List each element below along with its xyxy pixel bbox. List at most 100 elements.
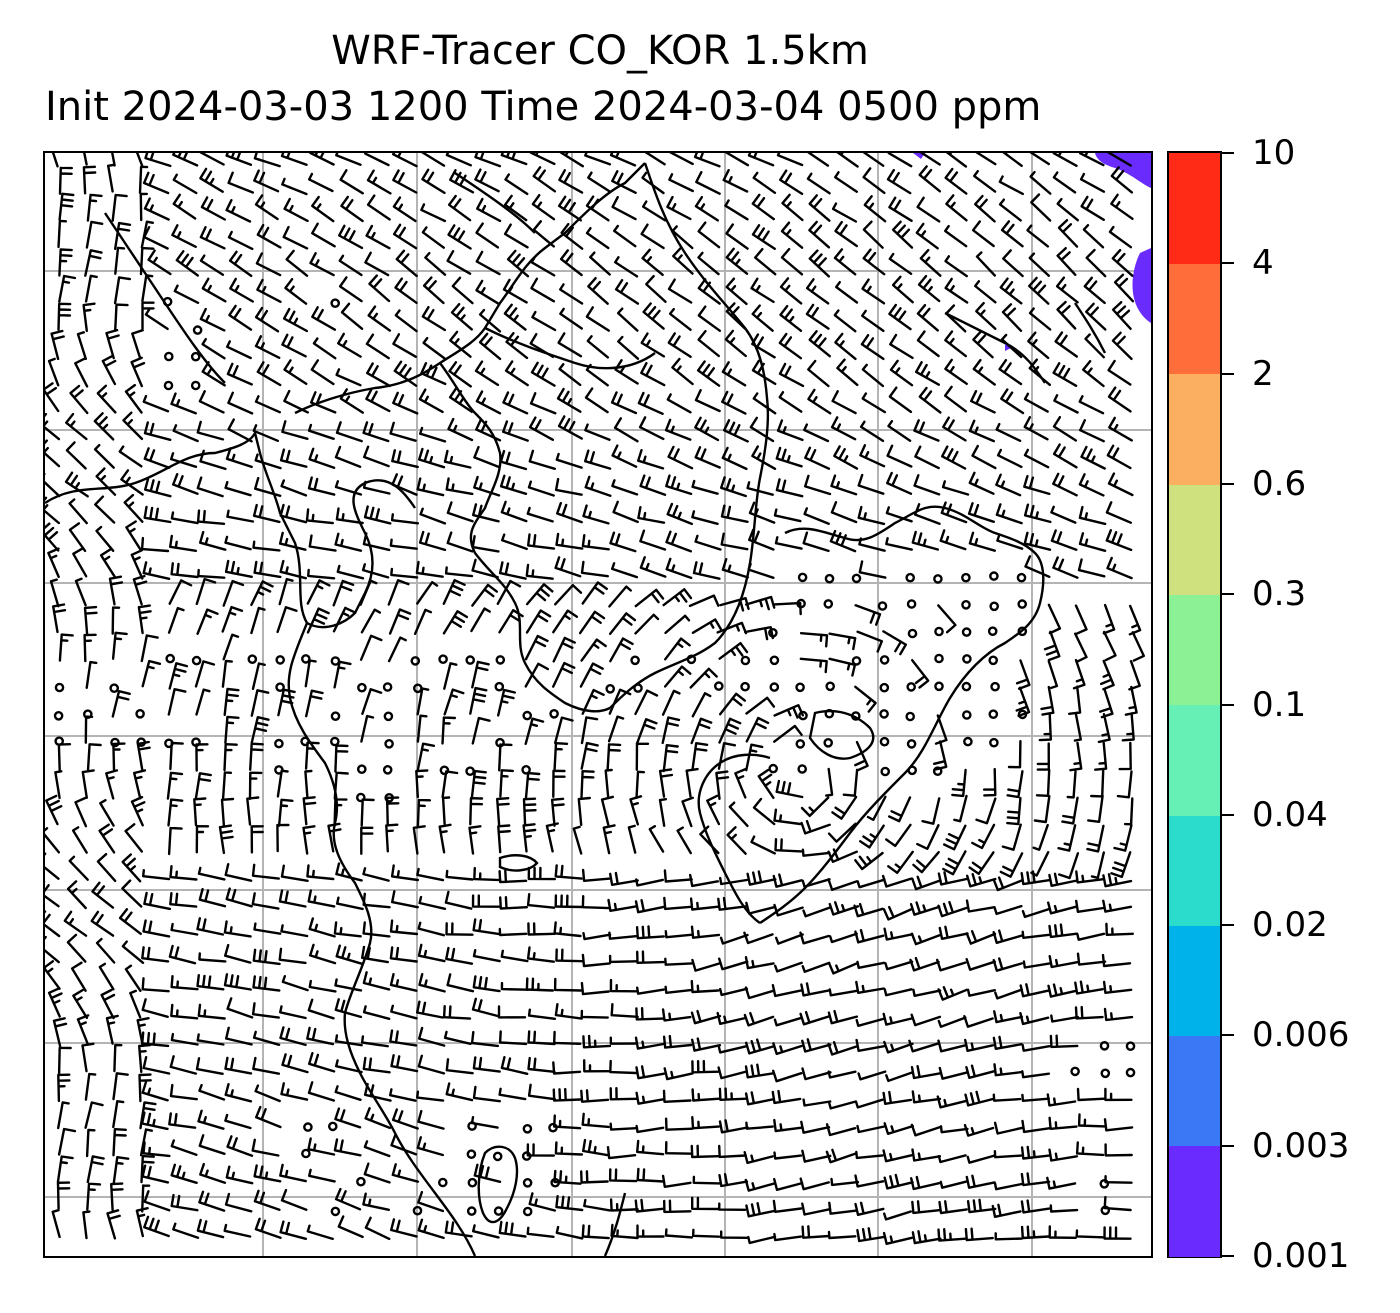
calm-circle xyxy=(465,766,475,777)
wind-barb xyxy=(201,337,226,360)
wind-barb xyxy=(858,560,887,579)
wind-barb xyxy=(308,979,337,993)
wind-barb xyxy=(1079,153,1105,167)
wind-barb xyxy=(529,392,557,415)
wind-barb xyxy=(744,1063,775,1079)
wind-barb xyxy=(361,563,390,579)
wind-barb xyxy=(1048,1148,1079,1162)
coastline-kyushu xyxy=(697,753,771,924)
wind-barb xyxy=(334,998,363,1019)
wind-barb xyxy=(140,1154,155,1184)
wind-barb xyxy=(340,195,364,223)
wind-barb xyxy=(640,223,665,250)
wind-barb xyxy=(45,439,61,468)
wind-barb xyxy=(803,507,830,525)
wind-barb xyxy=(335,153,362,166)
wind-barb xyxy=(1111,331,1133,361)
wind-barb xyxy=(193,797,207,827)
wind-barb xyxy=(996,448,1023,469)
wind-barb xyxy=(338,224,364,250)
wind-barb xyxy=(305,508,334,525)
calm-circle xyxy=(824,708,835,719)
wind-barb xyxy=(225,447,253,469)
wind-barb xyxy=(362,1005,391,1020)
wind-barb xyxy=(334,744,349,773)
wind-barb xyxy=(368,274,391,303)
wind-barb xyxy=(45,935,60,964)
wind-barb xyxy=(475,418,502,442)
wind-barb xyxy=(138,1043,152,1074)
wind-barb xyxy=(555,1195,584,1212)
wind-barb xyxy=(335,862,363,882)
wind-barb xyxy=(112,1100,125,1129)
wind-barb xyxy=(1020,870,1051,886)
wind-barb xyxy=(745,1121,774,1130)
wind-barb xyxy=(910,1123,942,1137)
wind-barb xyxy=(842,768,859,797)
wind-barb xyxy=(555,452,583,469)
wind-barb xyxy=(222,633,240,661)
wind-barb xyxy=(939,1125,969,1134)
wind-barb xyxy=(1040,685,1055,716)
wind-barb xyxy=(745,901,776,915)
wind-barb xyxy=(886,471,913,495)
wind-barb xyxy=(888,196,913,222)
calm-circle xyxy=(605,684,616,694)
wind-barb xyxy=(861,309,885,333)
wind-barb xyxy=(529,153,556,166)
wind-barb xyxy=(168,579,193,605)
wind-barb xyxy=(471,997,500,1018)
wind-barb xyxy=(360,608,382,634)
wind-barb xyxy=(112,1128,127,1157)
wind-barb xyxy=(1082,224,1105,249)
wind-barb xyxy=(499,896,528,910)
wind-barb xyxy=(717,896,747,911)
wind-barb xyxy=(120,469,144,496)
wind-barb xyxy=(1077,558,1106,578)
wind-barb xyxy=(112,742,126,772)
wind-barb xyxy=(76,1014,90,1045)
wind-barb xyxy=(664,637,691,661)
wind-barb xyxy=(498,869,528,884)
wind-barb xyxy=(445,922,474,936)
wind-barb xyxy=(583,1059,612,1073)
wind-barb xyxy=(636,1224,665,1238)
wind-barb xyxy=(105,328,120,360)
wind-barb xyxy=(609,871,639,886)
wind-barb xyxy=(500,500,528,523)
wind-barb xyxy=(971,444,997,470)
wind-barb xyxy=(917,274,941,303)
wind-barb xyxy=(664,930,694,939)
wind-barb xyxy=(281,177,308,196)
wind-barb xyxy=(144,153,172,168)
wind-barb xyxy=(723,419,749,443)
calm-circle xyxy=(988,655,999,666)
calm-circle xyxy=(466,1206,477,1216)
wind-barb xyxy=(279,1220,307,1240)
calm-circle xyxy=(54,682,65,693)
wind-barb xyxy=(339,169,364,195)
wind-barb xyxy=(1052,171,1077,194)
calm-circle xyxy=(988,709,999,720)
wind-barb xyxy=(720,504,749,523)
wind-barb xyxy=(966,1198,997,1214)
coastline-ryukyu xyxy=(603,1192,627,1256)
calm-circle xyxy=(879,655,890,665)
calm-circle xyxy=(192,325,203,335)
wind-barb xyxy=(661,689,681,716)
wind-barb xyxy=(745,1202,776,1218)
wind-barb xyxy=(1032,823,1049,851)
wind-barb xyxy=(964,1090,995,1107)
wind-barb xyxy=(1035,768,1051,797)
wind-barb xyxy=(276,823,290,853)
wind-barb xyxy=(555,532,584,550)
wind-barb xyxy=(974,194,996,223)
wind-barb xyxy=(801,961,831,973)
calm-circle xyxy=(1125,1067,1136,1078)
wind-barb xyxy=(278,889,307,908)
wind-barbs xyxy=(45,153,1145,1245)
wind-barb xyxy=(1131,631,1145,662)
calm-circle xyxy=(1125,1041,1136,1052)
wind-barb xyxy=(860,334,885,361)
wind-barb xyxy=(336,896,364,911)
